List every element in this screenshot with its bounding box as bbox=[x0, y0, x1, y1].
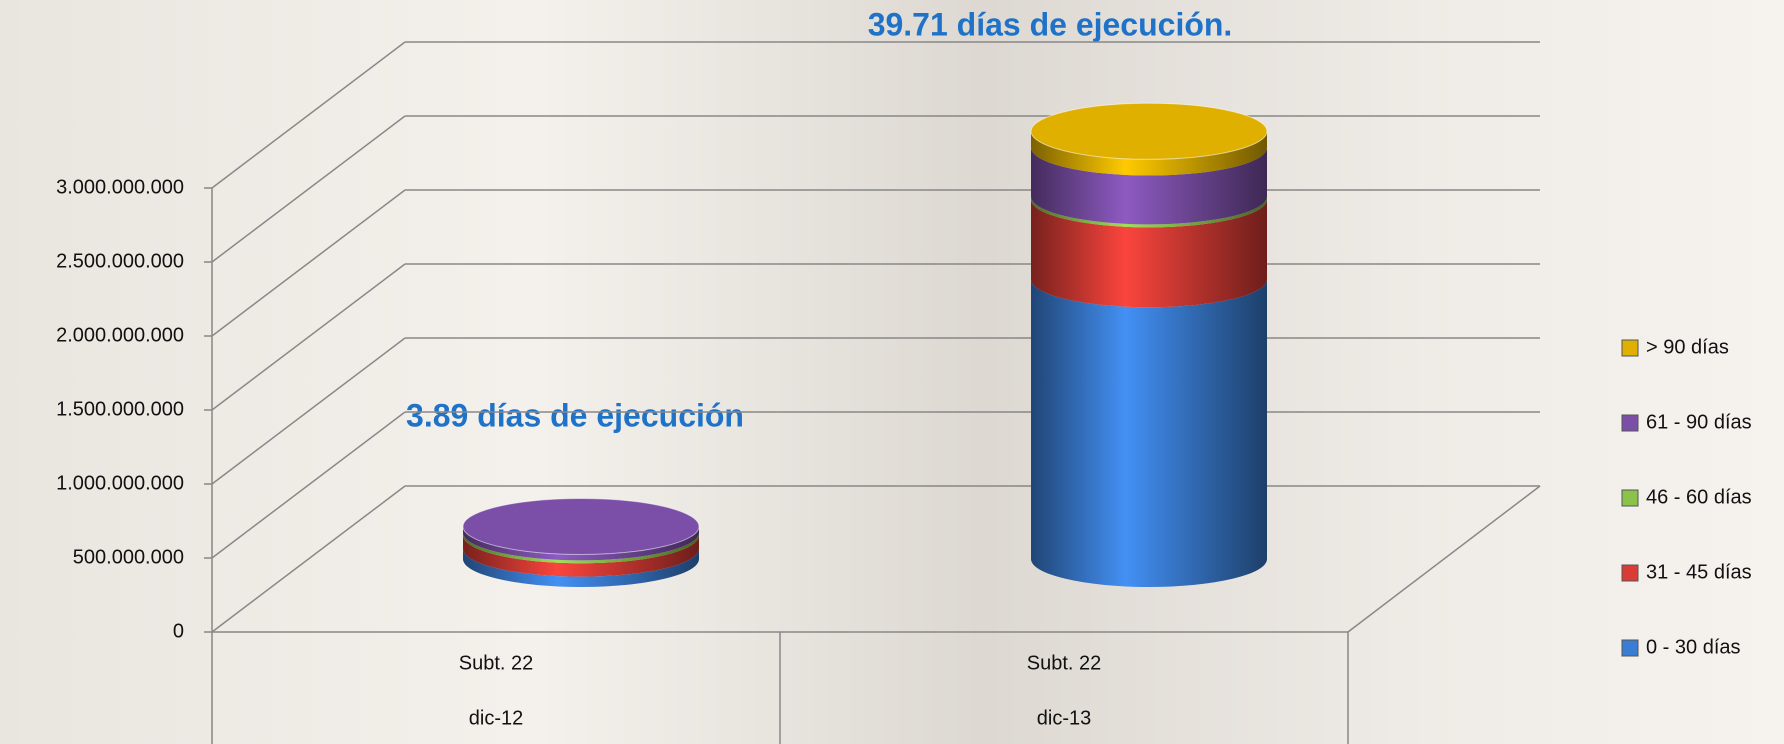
legend-label: 46 - 60 días bbox=[1646, 486, 1752, 508]
legend-swatch bbox=[1621, 564, 1639, 582]
x-tick-label: Subt. 22 bbox=[459, 652, 534, 674]
legend-swatch bbox=[1621, 639, 1639, 657]
grid-line bbox=[211, 115, 406, 263]
cylinder-segment bbox=[1031, 147, 1267, 225]
legend-swatch bbox=[1621, 339, 1639, 357]
x-tick-label: dic-12 bbox=[469, 707, 523, 729]
cylinder-top bbox=[462, 497, 700, 555]
cylinder-top bbox=[1030, 102, 1268, 160]
y-tick-label: 1.000.000.000 bbox=[56, 472, 184, 494]
cylinder-segment bbox=[1031, 279, 1267, 587]
legend-label: 0 - 30 días bbox=[1646, 636, 1741, 658]
legend-swatch bbox=[1621, 414, 1639, 432]
cylinder-segment bbox=[463, 548, 699, 587]
annotation: 3.89 días de ejecución bbox=[406, 397, 744, 433]
annotation: 39.71 días de ejecución. bbox=[868, 6, 1233, 42]
floor-edge bbox=[1347, 485, 1541, 633]
cylinder-segment bbox=[463, 526, 699, 561]
x-tick-label: Subt. 22 bbox=[1027, 652, 1102, 674]
y-tick-label: 1.500.000.000 bbox=[56, 398, 184, 420]
legend-label: 31 - 45 días bbox=[1646, 561, 1752, 583]
y-tick-label: 2.000.000.000 bbox=[56, 324, 184, 346]
grid-line bbox=[211, 485, 406, 633]
legend-label: > 90 días bbox=[1646, 336, 1729, 358]
grid-line bbox=[211, 189, 406, 337]
cylinder-segment bbox=[463, 535, 699, 577]
cylinder-segment bbox=[1031, 199, 1267, 308]
grid-line bbox=[211, 263, 406, 411]
grid-line bbox=[211, 411, 406, 559]
legend-swatch bbox=[1621, 489, 1639, 507]
grid-line bbox=[211, 337, 406, 485]
cylinder-segment bbox=[1031, 131, 1267, 176]
y-tick-label: 3.000.000.000 bbox=[56, 176, 184, 198]
x-tick-label: dic-13 bbox=[1037, 707, 1091, 729]
y-tick-label: 2.500.000.000 bbox=[56, 250, 184, 272]
legend-label: 61 - 90 días bbox=[1646, 411, 1752, 433]
grid-line bbox=[211, 41, 406, 189]
y-tick-label: 500.000.000 bbox=[73, 546, 184, 568]
y-tick-label: 0 bbox=[173, 620, 184, 642]
